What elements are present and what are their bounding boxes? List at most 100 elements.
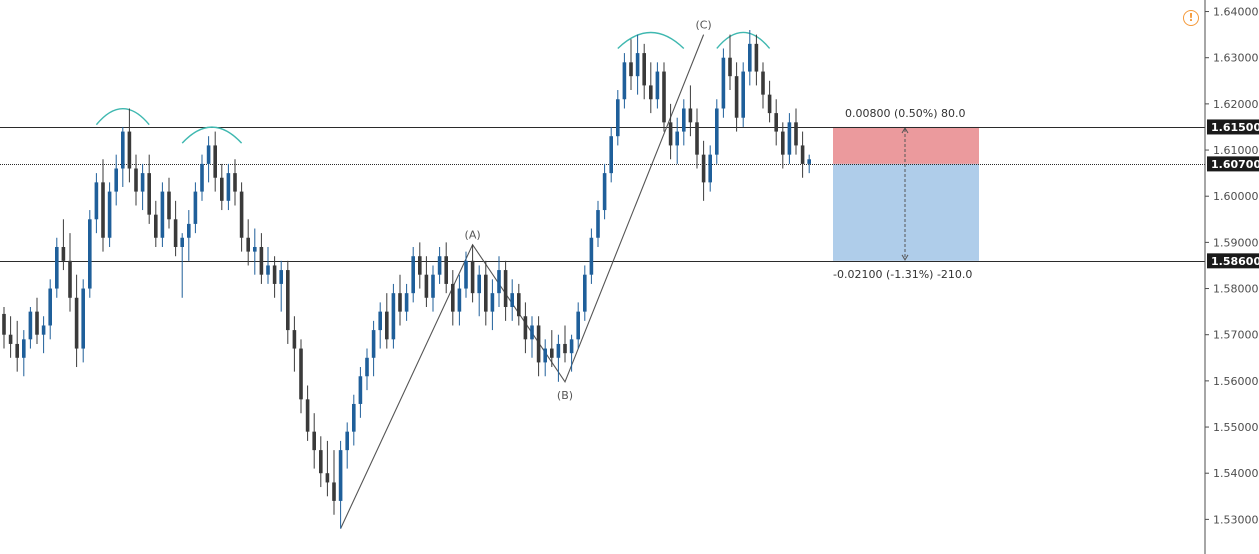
price-level-tag[interactable]: 1.60700 [1207,156,1259,172]
y-tick-label: 1.57000 [1213,329,1259,342]
candle-body [741,71,745,118]
candle [622,53,627,109]
y-axis[interactable]: 1.53000 1.54000 1.55000 1.56000 1.57000 1.580… [1205,6,1259,527]
top-arc [716,31,771,49]
candle [536,316,541,377]
candle [312,413,316,469]
candle [345,422,349,469]
candle [484,260,488,326]
candle [418,242,422,289]
candle [781,122,785,169]
candle-body [68,260,72,298]
candle-body [655,71,660,100]
candle [378,302,382,349]
stop-zone [833,163,979,261]
candle-body [444,256,448,284]
top-arc [181,126,243,144]
price-level-tag-bg [1207,156,1259,172]
candle-body [629,62,633,77]
candle [451,270,455,326]
candle [266,246,270,284]
candle-body [457,288,462,312]
candle [371,320,376,377]
candle-body [88,219,92,289]
y-tick-label: 1.54000 [1213,467,1259,480]
candle [563,325,567,363]
candle-body [569,339,574,354]
candle-body [286,270,290,331]
price-level-tag[interactable]: 1.61500 [1207,119,1259,135]
candle-body [490,293,495,312]
candle [114,154,118,206]
price-level-tag[interactable]: 1.58600 [1207,253,1259,269]
candle [695,108,699,169]
candle-body [167,191,171,220]
candle [517,283,521,326]
candle-body [365,357,369,377]
candle-body [609,136,613,174]
candle [596,200,600,247]
candle [167,177,171,229]
candle [325,440,330,497]
candle [272,256,277,298]
annotations: (A) (B) (C) 0.00800 (0.50%) 80.0 -0.02100 (-… [465,19,973,402]
candle-body [807,159,811,164]
y-tick-label: 1.53000 [1213,513,1259,526]
candle-body [398,293,402,312]
candle [121,126,125,187]
candle-body [206,145,211,164]
y-tick-label: 1.60000 [1213,190,1259,203]
candle [352,394,356,446]
candle [134,154,138,206]
candle-body [715,108,719,155]
candle-body [563,343,567,354]
candle-body [312,431,316,451]
candle-body [299,348,303,400]
candle [206,136,211,183]
candle-body [787,122,792,155]
candle-body [101,182,105,238]
candle-body [662,71,666,123]
candle-body [259,246,264,275]
candle-body [213,145,217,178]
candle [629,39,633,91]
candle-body [41,325,46,335]
candle-body [15,343,19,358]
candle [457,274,462,326]
wave-label: (C) [695,19,711,32]
candle [444,242,448,294]
candle-body [602,173,607,211]
candle [279,260,283,312]
candle-body [510,293,514,308]
candle [715,99,719,164]
candle [94,173,99,234]
candle-body [543,348,547,363]
candle [675,117,679,164]
candle [101,159,105,252]
candle [649,62,653,114]
candle-body [94,182,99,220]
candle [734,62,739,132]
candle [358,367,363,418]
candle [385,293,389,349]
candle-body [154,214,158,238]
candle-body [583,274,587,312]
candle-body [556,343,561,358]
candle-body [530,325,534,340]
candle [305,385,310,441]
y-tick-label: 1.55000 [1213,421,1259,434]
candle-body [140,173,145,192]
candle-body [470,260,475,294]
candle [299,339,303,414]
candle [239,182,244,252]
candle [589,228,594,284]
candle [774,99,778,146]
exclamation-circle-icon[interactable]: ! [1183,10,1199,26]
candle [576,302,580,349]
candle [642,43,646,100]
price-level-tag-text: 1.61500 [1211,121,1259,134]
candle-body [616,99,620,137]
measure-arrow-down [901,254,909,261]
